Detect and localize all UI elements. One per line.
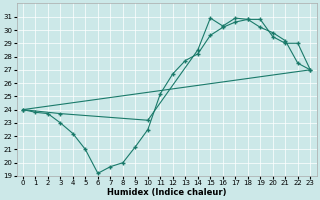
X-axis label: Humidex (Indice chaleur): Humidex (Indice chaleur) (107, 188, 226, 197)
